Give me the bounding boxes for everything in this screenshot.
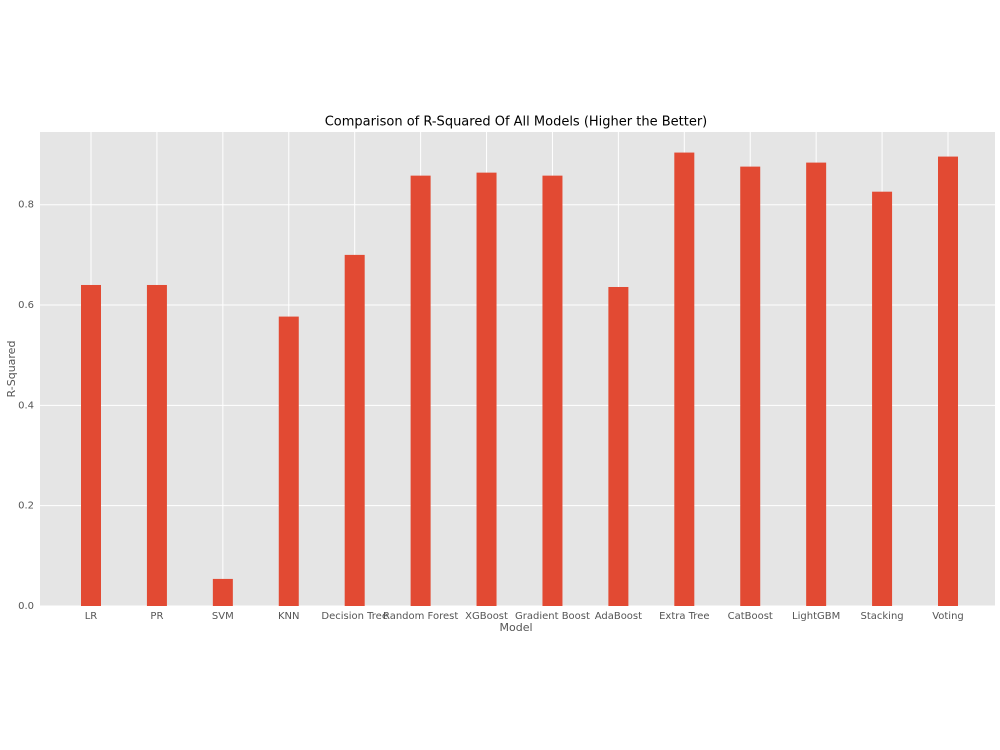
x-tick-label: Extra Tree (659, 611, 709, 622)
bar (146, 284, 167, 606)
y-tick-label: 0.4 (18, 400, 34, 411)
x-tick-label: LR (85, 611, 98, 622)
bar (542, 175, 563, 606)
bar (872, 191, 893, 606)
bar (608, 286, 629, 606)
bar (410, 175, 431, 606)
x-tick-label: Stacking (860, 611, 903, 622)
x-tick-label: XGBoost (465, 611, 508, 622)
plot-area (40, 132, 995, 606)
chart-title: Comparison of R-Squared Of All Models (H… (325, 115, 708, 130)
x-axis-label: Model (499, 621, 532, 634)
bar (212, 578, 233, 606)
y-tick-label: 0.0 (18, 601, 34, 612)
bar (806, 162, 827, 606)
x-tick-label: PR (150, 611, 163, 622)
x-tick-label: CatBoost (728, 611, 773, 622)
x-tick-label: Decision Tree (321, 611, 388, 622)
bar (476, 172, 497, 606)
y-tick-label: 0.6 (18, 300, 34, 311)
x-tick-label: Gradient Boost (515, 611, 590, 622)
bar (344, 254, 365, 606)
x-tick-label: AdaBoost (595, 611, 642, 622)
bar (740, 166, 761, 606)
y-tick-label: 0.2 (18, 501, 34, 512)
bar (674, 152, 695, 607)
y-axis-label: R-Squared (5, 341, 18, 398)
x-tick-label: LightGBM (792, 611, 840, 622)
bar (81, 284, 101, 606)
x-tick-label: Random Forest (383, 611, 458, 622)
x-tick-label: Voting (932, 611, 964, 622)
x-tick-label: KNN (278, 611, 300, 622)
x-tick-label: SVM (212, 611, 234, 622)
bar (938, 156, 958, 607)
bar (278, 316, 299, 606)
y-tick-label: 0.8 (18, 200, 34, 211)
